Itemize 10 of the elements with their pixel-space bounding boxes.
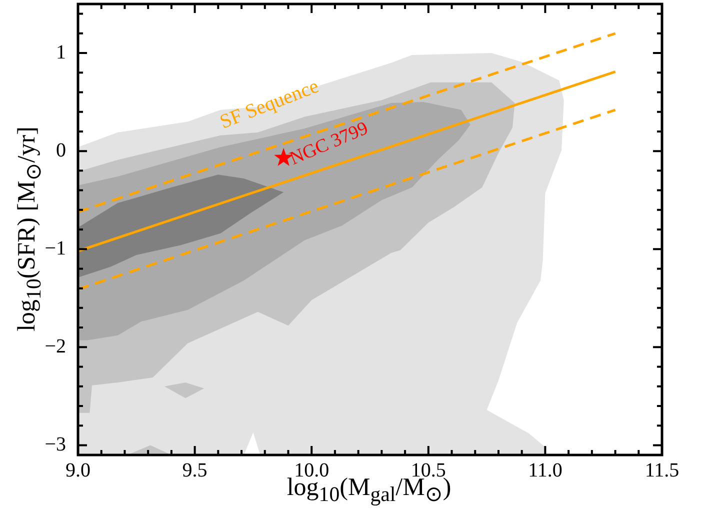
y-tick-label: −2 bbox=[44, 335, 66, 358]
y-tick-label: −1 bbox=[44, 237, 66, 260]
x-tick-label: 9.0 bbox=[66, 459, 90, 482]
y-tick-label: 1 bbox=[56, 41, 66, 64]
y-tick-label: −3 bbox=[44, 433, 66, 456]
x-tick-label: 11.5 bbox=[644, 459, 680, 482]
text: NGC 3799 bbox=[286, 118, 372, 170]
x-tick-label: 9.5 bbox=[182, 459, 208, 482]
x-tick-label: 11.0 bbox=[528, 459, 562, 482]
y-tick-label: 0 bbox=[56, 139, 66, 162]
